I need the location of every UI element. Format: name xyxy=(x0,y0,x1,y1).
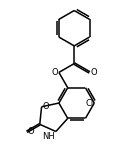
Text: O: O xyxy=(90,68,97,77)
Text: Cl: Cl xyxy=(85,98,93,108)
Text: O: O xyxy=(28,127,34,136)
Text: O: O xyxy=(52,68,58,77)
Text: O: O xyxy=(43,102,49,111)
Text: NH: NH xyxy=(42,132,55,141)
